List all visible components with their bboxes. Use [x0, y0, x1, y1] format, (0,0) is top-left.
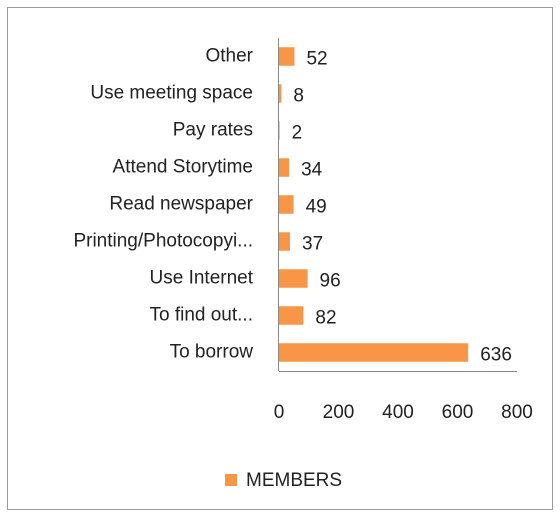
- data-label: 96: [320, 271, 341, 292]
- data-label: 2: [292, 123, 303, 144]
- data-label: 34: [301, 160, 323, 181]
- bar: [279, 306, 304, 325]
- y-tick-label: Other: [205, 46, 253, 67]
- y-tick-label: To find out...: [149, 305, 253, 326]
- y-tick-label: Use meeting space: [90, 83, 253, 104]
- y-tick-label: Printing/Photocopyi...: [73, 231, 253, 252]
- y-tick-label: Pay rates: [173, 120, 253, 141]
- bar: [279, 84, 282, 103]
- bar: [279, 232, 291, 251]
- data-label: 636: [480, 345, 512, 366]
- x-tick-label: 200: [323, 402, 355, 423]
- x-tick-label: 400: [382, 402, 414, 423]
- bar: [279, 47, 295, 66]
- x-tick-label: 600: [442, 402, 474, 423]
- y-tick-label: Read newspaper: [109, 194, 253, 215]
- x-tick-label: 0: [274, 402, 285, 423]
- legend-label: MEMBERS: [246, 470, 342, 491]
- data-label: 8: [293, 86, 304, 107]
- chart-border: [7, 7, 553, 510]
- data-label: 82: [315, 308, 336, 329]
- bar: [279, 343, 469, 362]
- legend-swatch: [225, 474, 237, 486]
- data-label: 37: [302, 234, 323, 255]
- bar: [279, 195, 294, 214]
- bar: [279, 158, 290, 177]
- data-label: 49: [306, 197, 327, 218]
- bar: [279, 121, 280, 140]
- y-tick-label: To borrow: [170, 342, 254, 363]
- bar: [279, 269, 308, 288]
- x-tick-label: 800: [501, 402, 533, 423]
- data-label: 52: [306, 49, 327, 70]
- y-tick-label: Use Internet: [150, 268, 254, 289]
- y-tick-label: Attend Storytime: [113, 157, 253, 178]
